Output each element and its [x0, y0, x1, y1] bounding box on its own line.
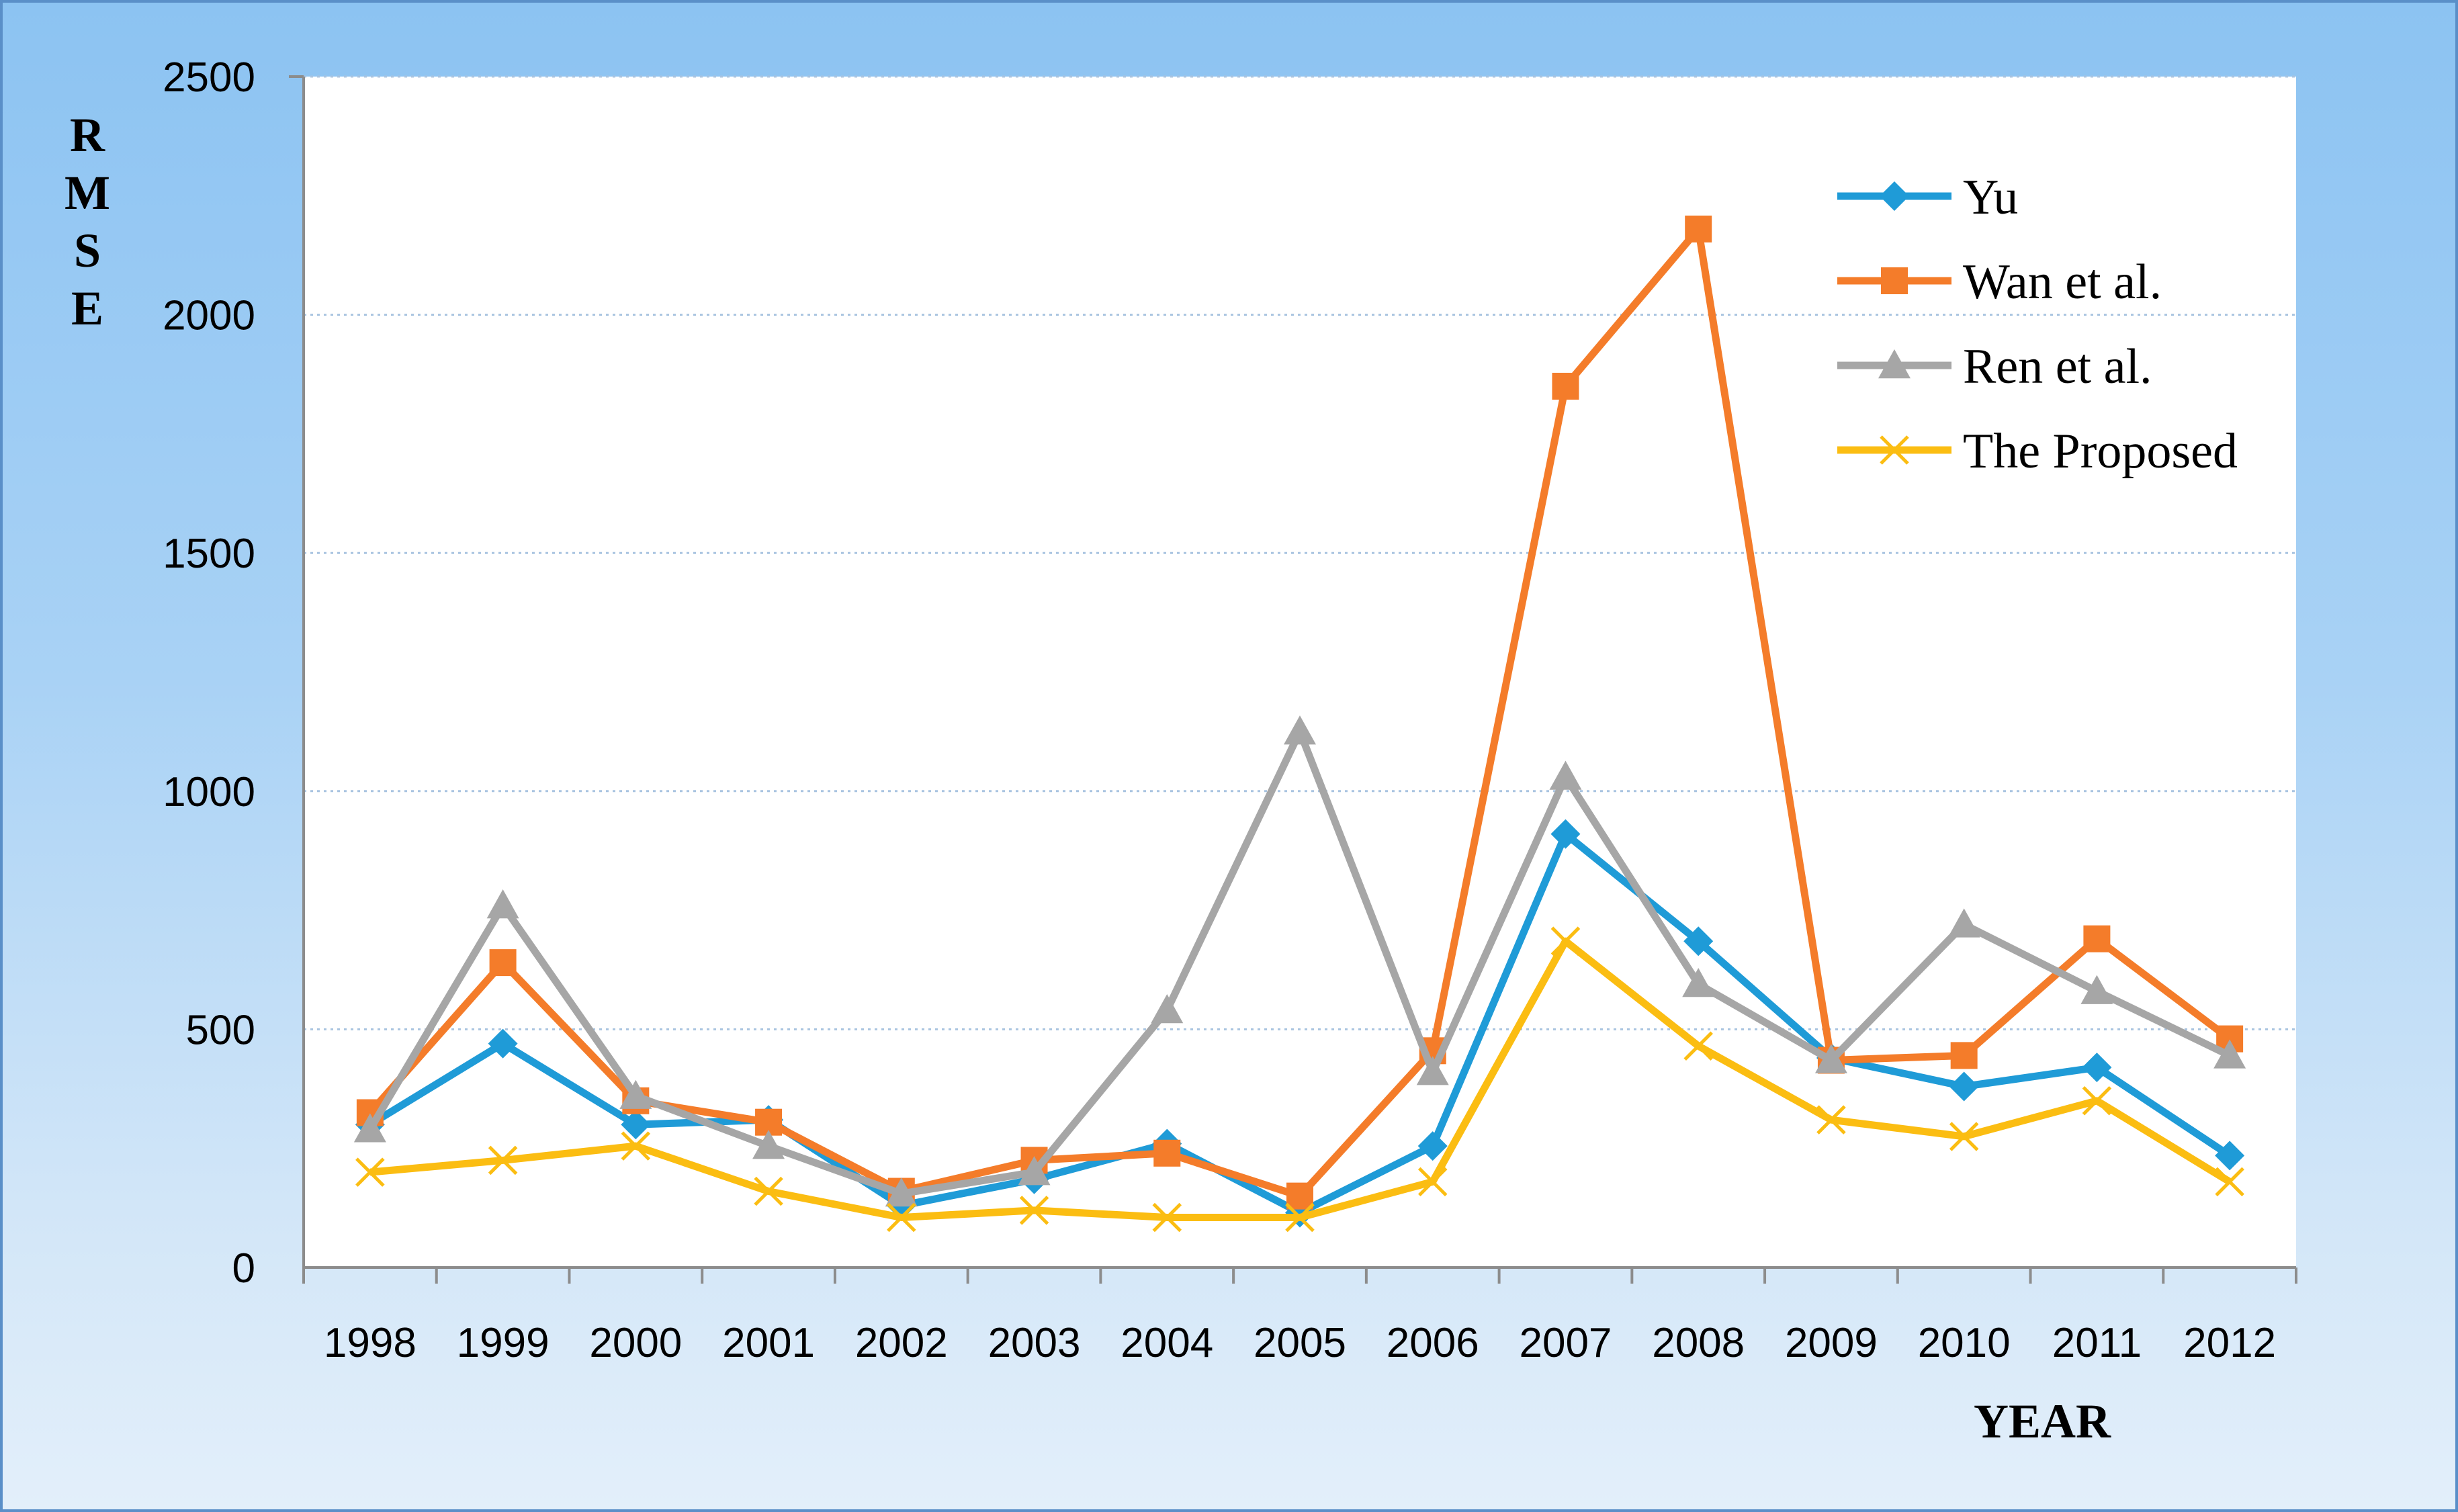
- data-point-marker: [1549, 760, 1582, 790]
- x-tick-label: 2002: [855, 1320, 948, 1366]
- x-tick-label: 2000: [589, 1320, 682, 1366]
- data-point-marker: [1151, 994, 1184, 1024]
- x-tick-label: 2008: [1652, 1320, 1745, 1366]
- legend-label: The Proposed: [1963, 424, 2238, 479]
- data-point-marker: [1417, 1131, 1448, 1161]
- x-tick-label: 2010: [1918, 1320, 2011, 1366]
- data-point-marker: [1153, 1139, 1181, 1167]
- data-point-marker: [1416, 1056, 1449, 1085]
- data-point-marker: [1286, 1182, 1313, 1210]
- data-point-marker: [2215, 1167, 2244, 1197]
- data-point-marker: [1814, 1044, 1847, 1073]
- legend-label: Yu: [1963, 170, 2018, 225]
- data-point-marker: [619, 1079, 652, 1109]
- x-tick-label: 2007: [1519, 1320, 1612, 1366]
- legend: Yu Wan et al. Ren et al. The Proposed: [1837, 170, 2238, 479]
- data-point-marker: [1685, 215, 1712, 242]
- data-point-marker: [1018, 1156, 1051, 1186]
- x-tick-label: 2004: [1121, 1320, 1213, 1366]
- x-tick-label: 1999: [457, 1320, 550, 1366]
- data-point-marker: [2213, 1039, 2246, 1069]
- series-ren-et-al: [353, 715, 2246, 1207]
- data-point-marker: [752, 1130, 785, 1159]
- data-point-marker: [885, 1177, 918, 1207]
- x-tick-label: 2011: [2052, 1320, 2142, 1366]
- x-tick-label: 2005: [1254, 1320, 1346, 1366]
- data-point-marker: [754, 1176, 783, 1206]
- data-point-marker: [1949, 1122, 1979, 1151]
- x-tick-label: 1998: [324, 1320, 416, 1366]
- data-point-marker: [488, 1145, 518, 1175]
- data-point-marker: [1878, 349, 1911, 379]
- legend-item: The Proposed: [1837, 424, 2238, 479]
- y-tick-label: 1500: [163, 531, 255, 577]
- y-axis-title-letter: M: [64, 166, 110, 220]
- y-axis-title-letter: R: [70, 108, 105, 162]
- x-tick-label: 2009: [1785, 1320, 1878, 1366]
- plot-area: [304, 77, 2296, 1268]
- y-tick-label: 2500: [163, 54, 255, 101]
- axes: [289, 75, 2297, 1284]
- data-point-marker: [486, 889, 519, 919]
- data-point-marker: [1881, 267, 1908, 294]
- data-point-marker: [1550, 819, 1581, 849]
- data-point-marker: [1152, 1202, 1182, 1233]
- data-point-marker: [1950, 1042, 1978, 1069]
- data-point-marker: [1816, 1105, 1846, 1135]
- data-point-marker: [489, 949, 517, 977]
- data-point-marker: [1880, 181, 1909, 211]
- data-point-marker: [2082, 1053, 2112, 1083]
- data-point-marker: [1682, 968, 1715, 997]
- gridlines: [304, 75, 2296, 1030]
- series-the-proposed: [355, 926, 2244, 1233]
- legend-item: Yu: [1837, 170, 2018, 225]
- y-axis-title-letter: S: [74, 224, 101, 277]
- legend-item: Ren et al.: [1837, 339, 2152, 394]
- data-point-marker: [1019, 1196, 1049, 1225]
- data-point-marker: [621, 1110, 651, 1140]
- data-point-marker: [1947, 908, 1980, 938]
- data-point-marker: [1284, 715, 1316, 745]
- data-point-marker: [355, 1157, 385, 1187]
- series-group: [353, 215, 2246, 1233]
- y-tick-label: 500: [186, 1007, 255, 1053]
- x-axis-title: YEAR: [1974, 1394, 2111, 1448]
- y-tick-label: 2000: [163, 293, 255, 339]
- data-point-marker: [1417, 1167, 1448, 1197]
- data-point-marker: [1552, 372, 1579, 400]
- data-point-marker: [621, 1131, 651, 1161]
- legend-item: Wan et al.: [1837, 255, 2162, 310]
- data-point-marker: [1683, 926, 1714, 957]
- y-tick-label: 1000: [163, 769, 255, 815]
- data-point-marker: [2215, 1141, 2245, 1171]
- x-tick-label: 2001: [722, 1320, 815, 1366]
- data-point-marker: [2080, 975, 2113, 1004]
- data-point-marker: [353, 1113, 386, 1143]
- data-point-marker: [2083, 925, 2111, 952]
- data-point-marker: [1683, 1031, 1713, 1061]
- y-tick-label: 0: [232, 1245, 255, 1292]
- legend-label: Ren et al.: [1963, 339, 2152, 394]
- data-point-marker: [1880, 435, 1909, 465]
- data-point-marker: [1949, 1071, 1979, 1102]
- data-point-marker: [2082, 1086, 2112, 1116]
- x-tick-label: 2003: [988, 1320, 1081, 1366]
- x-tick-labels: 1998 1999 2000 2001 2002 2003 2004 2005 2006 2007…: [324, 1320, 2276, 1366]
- x-tick-label: 2012: [2183, 1320, 2276, 1366]
- data-point-marker: [1285, 1202, 1315, 1233]
- data-point-marker: [488, 1028, 518, 1059]
- data-point-marker: [1550, 926, 1581, 956]
- x-tick-label: 2006: [1387, 1320, 1479, 1366]
- y-tick-labels: 0 500 1000 1500 2000 2500: [163, 54, 255, 1292]
- data-point-marker: [887, 1202, 916, 1233]
- legend-label: Wan et al.: [1963, 255, 2162, 310]
- y-axis-title-letter: E: [71, 281, 103, 335]
